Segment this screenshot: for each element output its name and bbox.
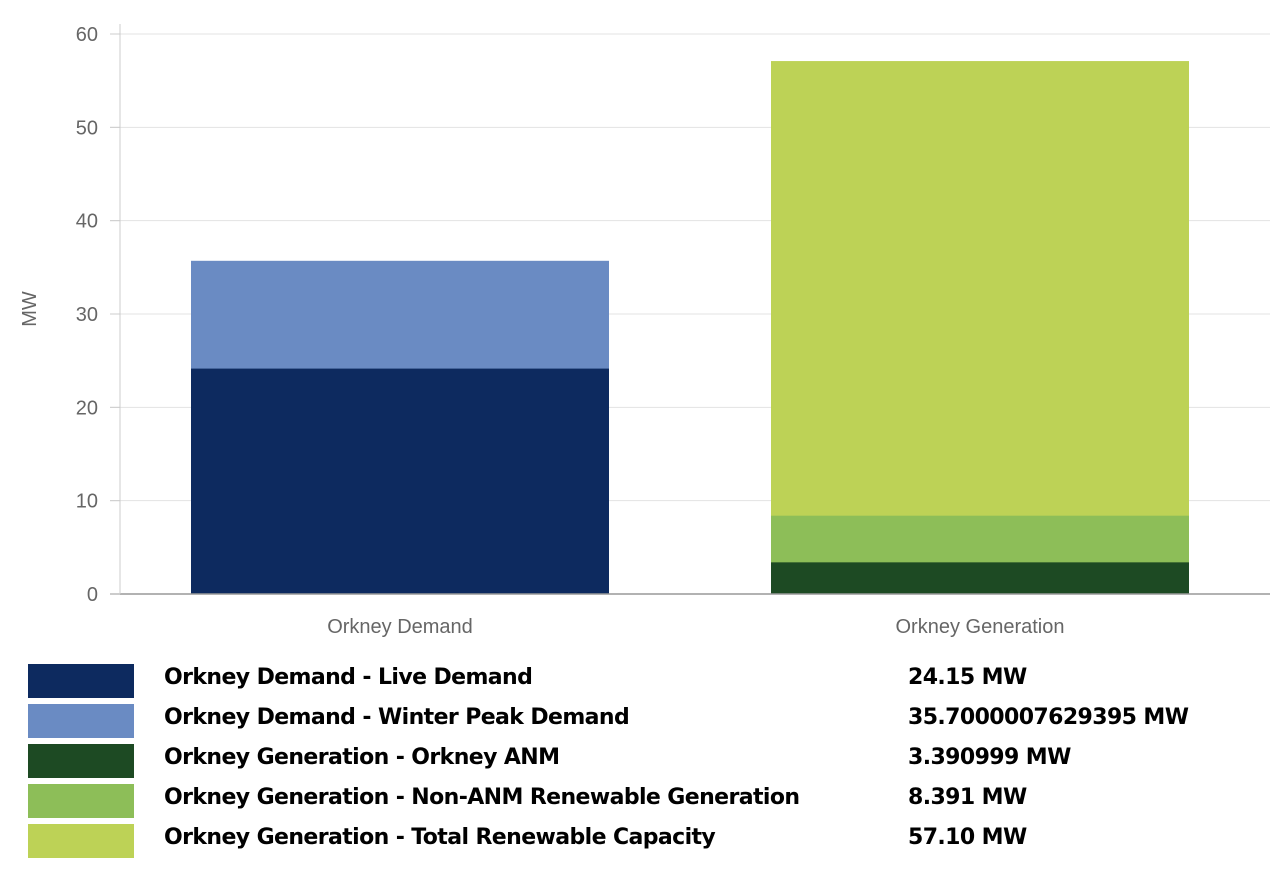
bar-chart: 0 10 20 30 40 50 60 Orkney Demand Orkney Generat…: [19, 24, 1270, 638]
legend-item: Orkney Demand - Live Demand 24.15 MW: [28, 662, 1268, 702]
x-tick-label: Orkney Generation: [896, 616, 1065, 638]
legend-label: Orkney Generation - Orkney ANM: [164, 745, 560, 770]
y-tick-label: 40: [76, 211, 98, 233]
y-tick-label: 30: [76, 304, 98, 326]
y-tick-label: 50: [76, 117, 98, 139]
y-tick-label: 20: [76, 397, 98, 419]
legend-swatch: [28, 664, 134, 698]
legend-swatch: [28, 824, 134, 858]
legend-value: 35.7000007629395 MW: [908, 705, 1189, 730]
bars: [191, 61, 1189, 595]
legend-item: Orkney Generation - Total Renewable Capa…: [28, 822, 1268, 862]
legend-label: Orkney Demand - Live Demand: [164, 665, 533, 690]
axes: 0 10 20 30 40 50 60 Orkney Demand Orkney Generat…: [76, 24, 1270, 638]
bar-orkney-demand-live-demand: [191, 368, 609, 594]
legend-label: Orkney Demand - Winter Peak Demand: [164, 705, 630, 730]
bar-orkney-generation-orkney-anm: [771, 562, 1189, 594]
y-axis-title: MW: [19, 291, 41, 327]
legend-value: 8.391 MW: [908, 785, 1027, 810]
legend-swatch: [28, 784, 134, 818]
legend-item: Orkney Generation - Non-ANM Renewable Ge…: [28, 782, 1268, 822]
legend-label: Orkney Generation - Non-ANM Renewable Ge…: [164, 785, 800, 810]
legend-label: Orkney Generation - Total Renewable Capa…: [164, 825, 716, 850]
legend: Orkney Demand - Live Demand 24.15 MW Ork…: [28, 662, 1268, 862]
x-tick-label: Orkney Demand: [327, 616, 473, 638]
bar-orkney-generation-total-renewable-capacity: [771, 61, 1189, 595]
legend-item: Orkney Demand - Winter Peak Demand 35.70…: [28, 702, 1268, 742]
legend-value: 57.10 MW: [908, 825, 1027, 850]
y-tick-label: 0: [87, 584, 98, 606]
y-tick-label: 60: [76, 24, 98, 46]
legend-value: 3.390999 MW: [908, 745, 1071, 770]
legend-swatch: [28, 744, 134, 778]
legend-item: Orkney Generation - Orkney ANM 3.390999 …: [28, 742, 1268, 782]
y-tick-label: 10: [76, 491, 98, 513]
legend-value: 24.15 MW: [908, 665, 1027, 690]
legend-swatch: [28, 704, 134, 738]
